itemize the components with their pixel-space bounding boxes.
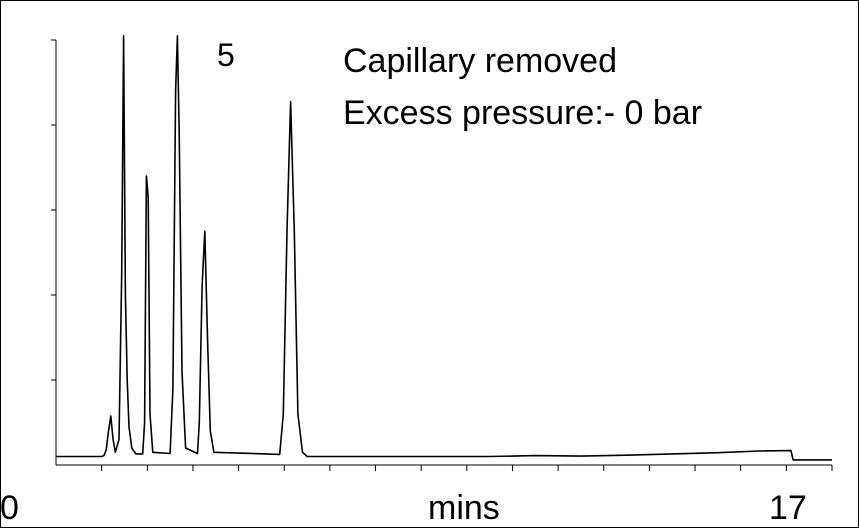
series-line-0 (56, 34, 832, 461)
annotation-line-2: Excess pressure:- 0 bar (343, 94, 702, 132)
series-trace (56, 34, 832, 461)
annotation-line-1: Capillary removed (343, 42, 617, 80)
x-tick-label-start: 0 (0, 489, 19, 527)
x-tick-label-end: 17 (769, 489, 807, 527)
peak-number-label: 5 (217, 37, 235, 73)
axes (51, 39, 833, 471)
x-axis-label: mins (428, 489, 500, 527)
